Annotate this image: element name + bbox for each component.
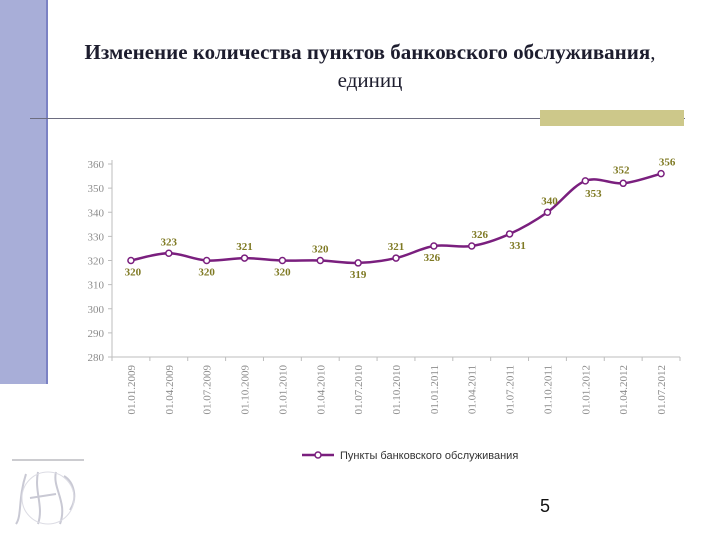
page-number: 5 — [539, 496, 550, 516]
data-point-marker — [354, 259, 362, 267]
x-tick-label: 01.10.2009 — [240, 365, 252, 415]
slide-title: Изменение количества пунктов банковского… — [60, 38, 680, 94]
data-point-marker — [543, 208, 552, 216]
legend-swatch-marker — [314, 451, 322, 459]
side-decoration-bar — [0, 0, 46, 384]
logo-monogram-icon — [12, 459, 84, 525]
y-tick-label: 350 — [88, 183, 105, 195]
slide-title-unit: , единиц — [337, 40, 656, 92]
data-point-marker — [657, 169, 665, 178]
data-label: 320 — [274, 267, 291, 279]
x-tick-label: 01.07.2010 — [353, 365, 365, 415]
x-tick-label: 01.01.2011 — [429, 365, 441, 414]
data-label: 340 — [541, 195, 558, 207]
title-divider — [30, 118, 685, 119]
x-tick-label: 01.04.2012 — [618, 365, 630, 415]
data-point-marker — [240, 254, 249, 262]
data-label: 320 — [125, 267, 142, 279]
data-label: 323 — [161, 236, 178, 248]
x-tick-label: 01.07.2009 — [202, 365, 214, 415]
y-tick-label: 290 — [88, 328, 105, 340]
y-tick-label: 300 — [88, 304, 105, 316]
data-point-marker — [127, 256, 135, 265]
accent-block — [540, 110, 684, 126]
data-point-marker — [202, 256, 211, 265]
y-tick-label: 310 — [88, 280, 105, 292]
x-tick-label: 01.01.2012 — [580, 365, 592, 415]
data-label: 326 — [471, 229, 488, 241]
data-point-marker — [467, 242, 476, 250]
data-label: 321 — [236, 241, 253, 253]
legend-label: Пункты банковского обслуживания — [340, 450, 518, 462]
data-label: 320 — [198, 267, 215, 279]
x-tick-label: 01.01.2010 — [277, 365, 289, 415]
x-tick-label: 01.07.2011 — [505, 365, 517, 414]
x-tick-label: 01.10.2011 — [542, 365, 554, 414]
data-point-marker — [581, 177, 590, 185]
data-point-marker — [165, 249, 173, 258]
data-point-marker — [505, 230, 514, 238]
x-tick-label: 01.04.2010 — [315, 365, 327, 415]
data-point-marker — [430, 242, 438, 250]
slide-title-main: Изменение количества пунктов банковского… — [84, 40, 651, 64]
data-label: 352 — [613, 164, 630, 176]
y-tick-label: 320 — [88, 256, 105, 268]
data-label: 319 — [350, 269, 367, 281]
data-label: 353 — [585, 188, 602, 200]
x-tick-label: 01.01.2009 — [126, 365, 138, 415]
data-label: 356 — [659, 157, 676, 169]
data-point-marker — [278, 256, 287, 265]
x-tick-label: 01.04.2009 — [164, 365, 176, 415]
y-tick-label: 280 — [88, 352, 105, 364]
y-tick-label: 340 — [88, 207, 105, 219]
side-decoration-edge — [46, 0, 48, 384]
y-tick-label: 330 — [88, 231, 105, 243]
x-tick-label: 01.07.2012 — [656, 365, 668, 415]
x-tick-label: 01.10.2010 — [391, 365, 403, 415]
data-label: 331 — [509, 240, 526, 252]
x-tick-label: 01.04.2011 — [467, 365, 479, 414]
data-point-marker — [619, 179, 627, 188]
data-label: 321 — [388, 241, 405, 253]
data-point-marker — [392, 254, 400, 262]
y-tick-label: 360 — [88, 159, 105, 171]
data-label: 326 — [424, 252, 441, 264]
data-point-marker — [316, 256, 325, 265]
data-label: 320 — [312, 244, 329, 256]
